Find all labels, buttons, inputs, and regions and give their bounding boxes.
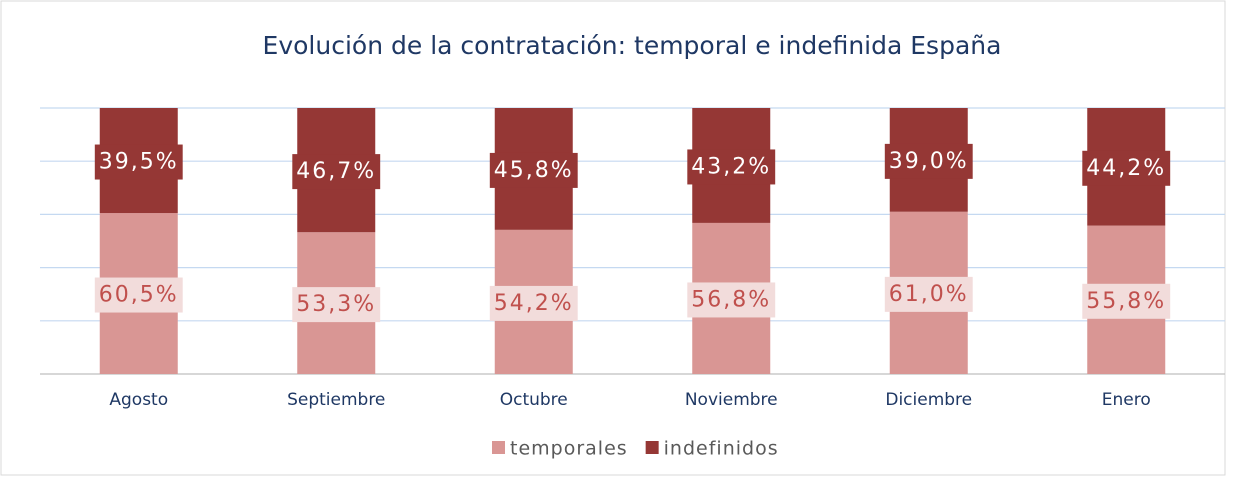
data-label-bg: [1082, 283, 1171, 319]
data-label-text: 43,2%: [691, 154, 771, 179]
x-tick-label: Noviembre: [685, 390, 778, 410]
legend-swatch: [492, 441, 505, 454]
data-label: 39,5%: [94, 144, 183, 180]
data-label: 61,0%: [884, 276, 973, 312]
data-label: 43,2%: [687, 149, 776, 185]
data-label-bg: [489, 152, 578, 188]
legend-label: temporales: [510, 438, 628, 460]
x-tick-label: Diciembre: [885, 390, 972, 410]
data-label-bg: [94, 277, 183, 313]
data-label: 45,8%: [489, 152, 578, 188]
data-label: 44,2%: [1082, 150, 1171, 186]
data-label: 56,8%: [687, 282, 776, 318]
data-label-bg: [1082, 150, 1171, 186]
data-label-bg: [687, 282, 776, 318]
data-label-text: 44,2%: [1086, 156, 1166, 181]
data-label-text: 39,5%: [99, 150, 179, 175]
data-label-text: 45,8%: [494, 158, 574, 183]
data-label-text: 55,8%: [1086, 289, 1166, 314]
data-label: 54,2%: [489, 285, 578, 321]
data-label-bg: [884, 143, 973, 179]
x-tick-label: Agosto: [109, 390, 168, 410]
data-label-bg: [292, 287, 381, 323]
x-tick-label: Septiembre: [287, 390, 385, 410]
data-label: 60,5%: [94, 277, 183, 313]
data-label-text: 53,3%: [296, 292, 376, 317]
data-label-text: 54,2%: [494, 291, 574, 316]
data-label-bg: [292, 154, 381, 190]
data-label: 55,8%: [1082, 283, 1171, 319]
data-label: 53,3%: [292, 287, 381, 323]
data-label-text: 56,8%: [691, 287, 771, 312]
data-label: 39,0%: [884, 143, 973, 179]
chart-title: Evolución de la contratación: temporal e…: [263, 31, 1002, 60]
data-label-bg: [489, 285, 578, 321]
data-label-text: 46,7%: [296, 159, 376, 184]
data-label: 46,7%: [292, 154, 381, 190]
legend-swatch: [645, 441, 659, 454]
legend-label: indefinidos: [664, 438, 779, 460]
data-label-text: 39,0%: [889, 149, 969, 174]
x-tick-label: Octubre: [500, 390, 568, 410]
x-tick-label: Enero: [1102, 390, 1151, 410]
data-label-text: 61,0%: [889, 282, 969, 307]
data-label-bg: [94, 144, 183, 180]
data-label-text: 60,5%: [99, 283, 179, 308]
data-label-bg: [687, 149, 776, 185]
data-label-bg: [884, 276, 973, 312]
